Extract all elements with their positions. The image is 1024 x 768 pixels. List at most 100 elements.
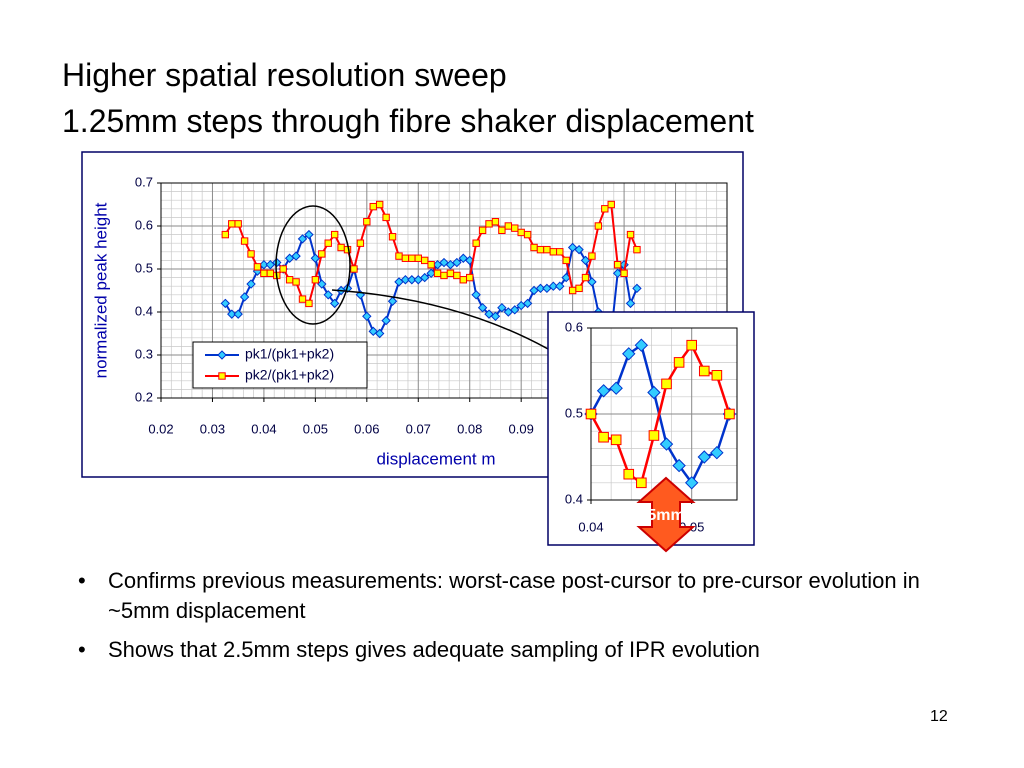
y-tick-label: 0.2 bbox=[135, 389, 153, 404]
data-point bbox=[233, 309, 243, 319]
data-point bbox=[607, 200, 615, 209]
span-label: 5mm bbox=[647, 507, 684, 524]
data-point bbox=[247, 250, 255, 258]
data-point bbox=[555, 281, 565, 291]
data-point bbox=[613, 261, 622, 269]
legend-box bbox=[192, 341, 368, 389]
data-point bbox=[548, 281, 559, 291]
data-point bbox=[260, 269, 268, 278]
y-tick-label: 0.7 bbox=[135, 174, 153, 189]
data-point bbox=[497, 302, 507, 313]
data-point bbox=[369, 202, 377, 211]
data-point bbox=[523, 230, 532, 239]
y-axis-label: normalized peak height bbox=[91, 202, 110, 378]
data-point bbox=[686, 339, 697, 351]
y-tick-label: 0.6 bbox=[135, 217, 153, 232]
bullet: Confirms previous measurements: worst-ca… bbox=[78, 566, 958, 626]
double-arrow bbox=[636, 476, 696, 553]
data-point bbox=[612, 268, 623, 279]
data-point bbox=[304, 229, 314, 240]
legend-label: pk2/(pk1+pk2) bbox=[245, 367, 334, 383]
y-tick-label: 0.4 bbox=[135, 303, 153, 318]
page-number: 12 bbox=[930, 708, 948, 725]
highlight-ellipse bbox=[275, 205, 351, 325]
data-point bbox=[610, 434, 622, 446]
data-point bbox=[298, 295, 307, 303]
data-point bbox=[530, 243, 538, 252]
data-point bbox=[329, 298, 340, 309]
data-point bbox=[673, 357, 685, 368]
data-point bbox=[408, 254, 416, 262]
data-point bbox=[626, 230, 635, 239]
data-point bbox=[266, 269, 275, 278]
data-point bbox=[381, 315, 391, 326]
plot-border bbox=[160, 182, 728, 399]
data-point bbox=[522, 298, 533, 309]
title-line: Higher spatial resolution sweep bbox=[62, 57, 507, 93]
data-point bbox=[543, 245, 551, 254]
legend-label: pk1/(pk1+pk2) bbox=[245, 346, 334, 362]
x-tick-label: 0.03 bbox=[200, 421, 225, 436]
data-point bbox=[598, 431, 609, 443]
data-point bbox=[285, 276, 294, 284]
y-tick-label: 0.4 bbox=[565, 491, 583, 506]
data-point bbox=[585, 408, 597, 420]
data-point bbox=[478, 226, 487, 235]
data-point bbox=[221, 230, 230, 239]
data-point bbox=[477, 302, 488, 313]
data-point bbox=[517, 228, 525, 237]
data-point bbox=[672, 458, 686, 473]
data-point bbox=[697, 450, 711, 464]
legend-marker bbox=[218, 372, 226, 380]
data-point bbox=[568, 286, 577, 295]
data-point bbox=[239, 292, 250, 302]
y-tick-label: 0.3 bbox=[135, 346, 153, 361]
data-point bbox=[711, 370, 723, 381]
x-tick-label: 0.06 bbox=[354, 421, 379, 436]
data-point bbox=[620, 269, 628, 278]
x-tick-label: 0.08 bbox=[457, 421, 482, 436]
data-point bbox=[498, 226, 506, 235]
data-point bbox=[490, 311, 501, 322]
data-point bbox=[324, 239, 332, 247]
bullet: Shows that 2.5mm steps gives adequate sa… bbox=[78, 635, 958, 665]
y-tick-label: 0.5 bbox=[135, 260, 153, 275]
data-point bbox=[401, 254, 410, 262]
data-point bbox=[395, 252, 403, 260]
data-point bbox=[684, 476, 699, 490]
data-point bbox=[580, 255, 591, 266]
data-point bbox=[459, 276, 467, 284]
data-point bbox=[350, 265, 358, 273]
data-point bbox=[279, 265, 287, 273]
data-point bbox=[387, 296, 398, 306]
data-point bbox=[362, 311, 372, 322]
data-point bbox=[453, 271, 461, 280]
data-point bbox=[220, 298, 231, 309]
data-point bbox=[587, 277, 597, 287]
data-point bbox=[466, 273, 474, 282]
legend-marker bbox=[217, 350, 227, 360]
data-point bbox=[661, 378, 672, 390]
data-point bbox=[623, 468, 635, 480]
data-point bbox=[234, 220, 242, 228]
x-tick-label: 0.05 bbox=[303, 421, 328, 436]
bullet-list: Confirms previous measurements: worst-ca… bbox=[78, 566, 958, 674]
data-point bbox=[634, 338, 649, 352]
data-point bbox=[375, 200, 384, 209]
data-point bbox=[227, 309, 237, 319]
data-point bbox=[724, 408, 735, 420]
data-point bbox=[426, 268, 436, 279]
data-point bbox=[659, 437, 674, 451]
data-point bbox=[427, 261, 435, 269]
data-point bbox=[511, 224, 519, 232]
x-tick-label: 0.02 bbox=[148, 421, 173, 436]
data-point bbox=[594, 222, 603, 230]
data-point bbox=[549, 248, 558, 256]
data-point bbox=[632, 283, 642, 294]
data-point bbox=[575, 284, 583, 293]
data-point bbox=[446, 269, 455, 278]
data-point bbox=[491, 218, 500, 226]
data-point bbox=[382, 213, 390, 222]
